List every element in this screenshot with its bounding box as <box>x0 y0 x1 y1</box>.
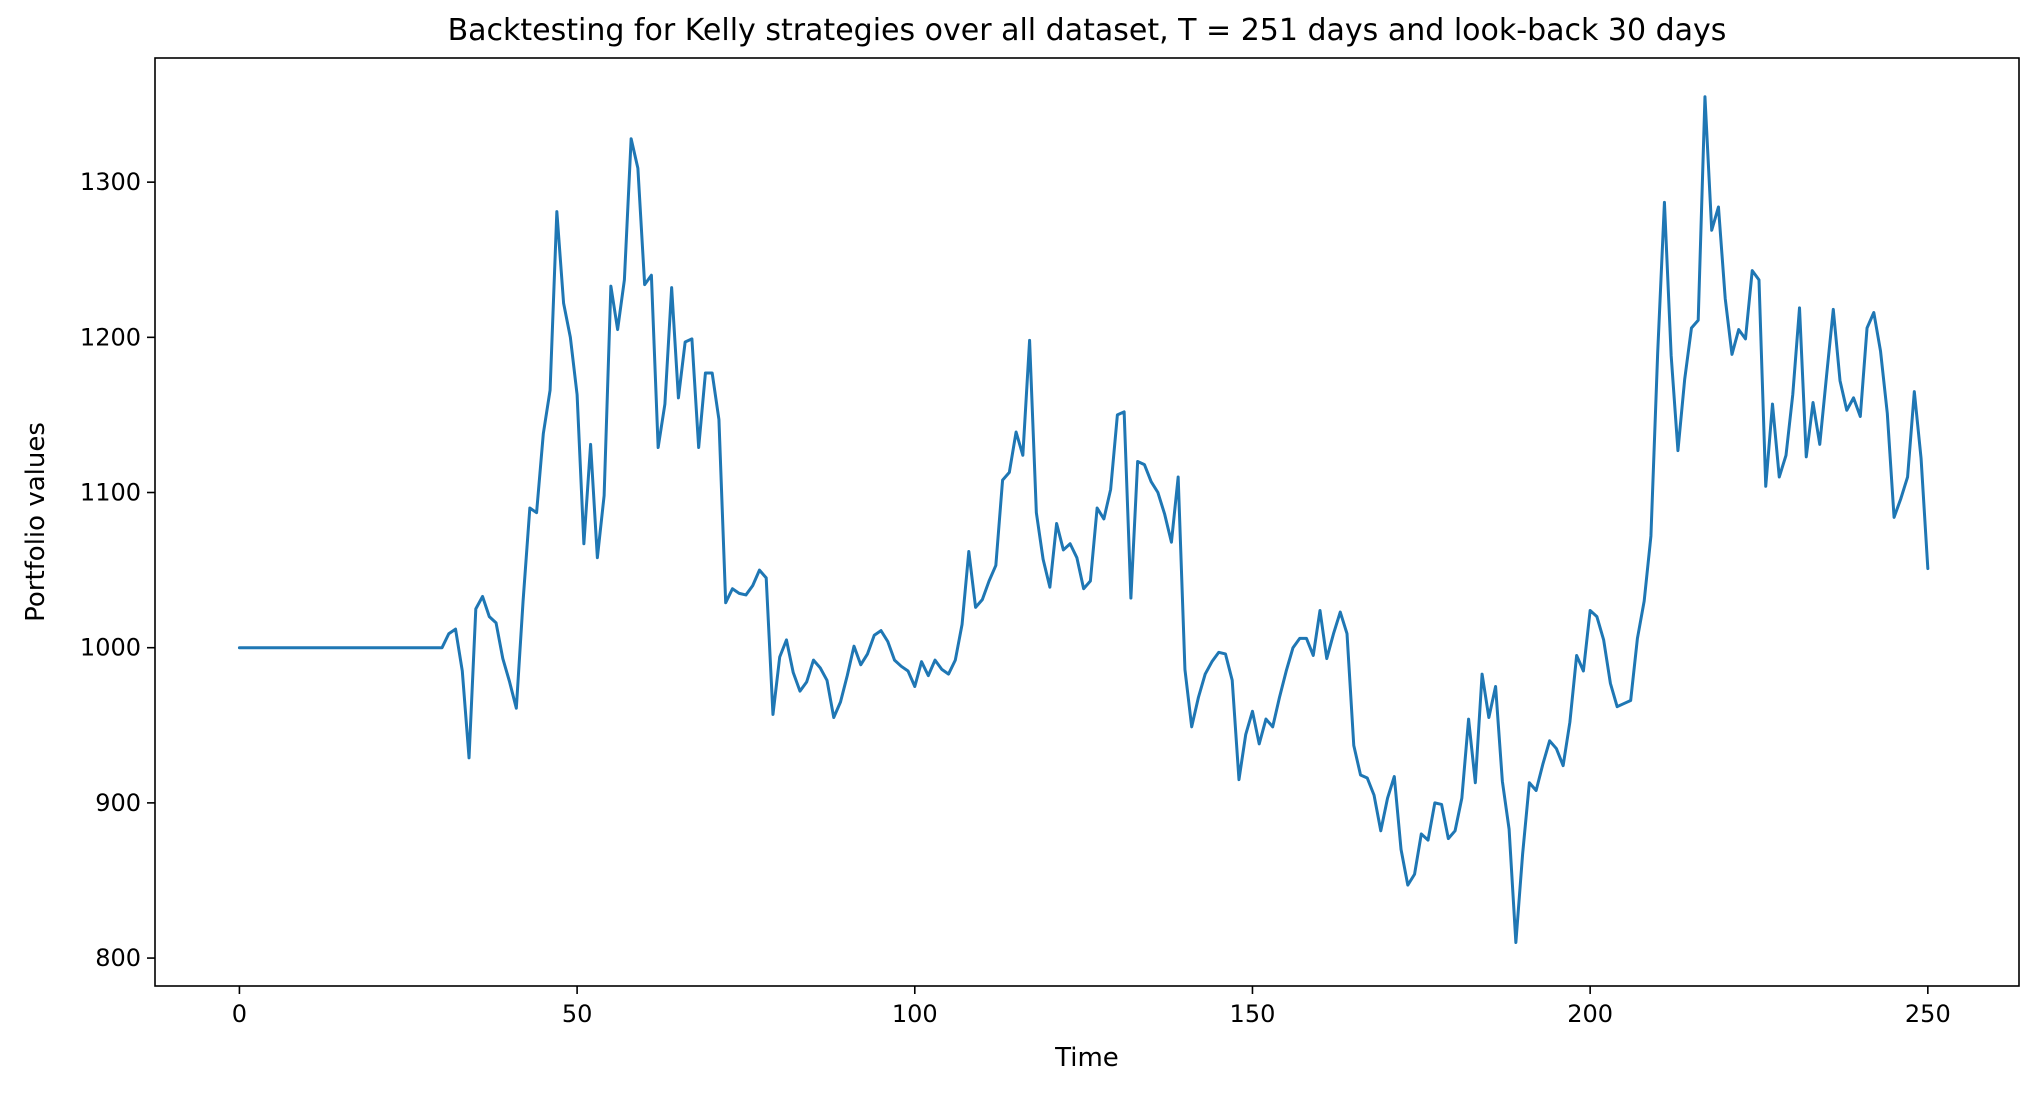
x-tick-label: 0 <box>232 1000 247 1028</box>
y-tick-label: 1000 <box>80 634 141 662</box>
plot-area: 0 50 100 150 200 250 800 900 1000 1100 1200 1300 <box>80 57 2020 1028</box>
chart-title: Backtesting for Kelly strategies over al… <box>448 13 1727 48</box>
y-tick-label: 800 <box>95 944 141 972</box>
y-axis-label: Portfolio values <box>21 422 51 622</box>
plot-frame <box>154 57 2020 987</box>
x-tick-label: 150 <box>1230 1000 1276 1028</box>
x-tick-label: 100 <box>892 1000 938 1028</box>
portfolio-value-line <box>237 95 1930 945</box>
x-tick-label: 50 <box>562 1000 593 1028</box>
y-axis: 800 900 1000 1100 1200 1300 <box>80 168 155 972</box>
x-tick-label: 200 <box>1567 1000 1613 1028</box>
y-tick-label: 900 <box>95 789 141 817</box>
x-axis: 0 50 100 150 200 250 <box>232 986 1951 1028</box>
y-tick-label: 1300 <box>80 168 141 196</box>
x-tick-label: 250 <box>1905 1000 1951 1028</box>
y-tick-label: 1200 <box>80 323 141 351</box>
y-tick-label: 1100 <box>80 479 141 507</box>
x-axis-label: Time <box>1054 1043 1119 1073</box>
